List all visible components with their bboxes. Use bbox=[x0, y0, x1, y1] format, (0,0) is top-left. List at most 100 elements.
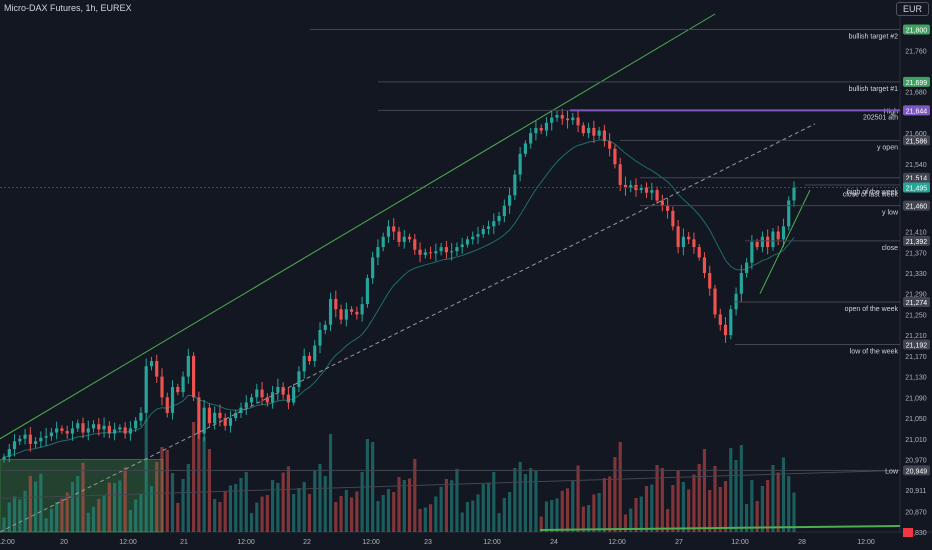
candle bbox=[739, 273, 743, 294]
channel-line bbox=[759, 189, 811, 294]
candle bbox=[602, 130, 606, 141]
volume-bar bbox=[634, 498, 638, 532]
candle bbox=[792, 187, 796, 201]
candle bbox=[160, 376, 164, 398]
volume-bar bbox=[592, 494, 596, 532]
candle bbox=[623, 184, 628, 188]
candle bbox=[97, 424, 101, 430]
currency-button[interactable]: EUR bbox=[895, 2, 929, 16]
volume-bar bbox=[223, 491, 227, 532]
candle bbox=[576, 117, 580, 126]
volume-bar bbox=[681, 482, 685, 532]
price-tag-label: 21,586 bbox=[906, 138, 928, 145]
volume-bar bbox=[55, 501, 59, 532]
volume-bar bbox=[97, 499, 101, 532]
candle bbox=[776, 231, 780, 240]
volume-bar bbox=[65, 492, 69, 532]
candle bbox=[745, 262, 749, 273]
volume-bar bbox=[139, 493, 143, 532]
volume-bar bbox=[739, 445, 743, 532]
volume-bar bbox=[7, 502, 11, 532]
candle bbox=[244, 402, 248, 408]
candle bbox=[581, 125, 585, 134]
candle bbox=[149, 361, 154, 367]
candle bbox=[334, 298, 338, 310]
volume-bar bbox=[718, 487, 722, 532]
candle bbox=[76, 423, 80, 429]
candle bbox=[355, 311, 359, 315]
candle bbox=[502, 205, 506, 217]
candle bbox=[313, 345, 317, 362]
volume-bar bbox=[713, 466, 717, 532]
candle bbox=[65, 430, 69, 434]
volume-bar bbox=[134, 499, 138, 532]
x-tick-label: 28 bbox=[798, 539, 806, 546]
candle bbox=[18, 438, 22, 442]
x-tick-label: 24 bbox=[550, 539, 558, 546]
volume-bar bbox=[376, 501, 380, 532]
volume-bar bbox=[392, 492, 396, 532]
volume-bar bbox=[518, 462, 522, 532]
candle bbox=[249, 397, 254, 403]
candle bbox=[523, 143, 527, 154]
candle bbox=[629, 184, 633, 188]
candle bbox=[34, 441, 38, 444]
volume-bar bbox=[565, 488, 570, 532]
x-tick-label: 12:00 bbox=[857, 539, 875, 546]
candle bbox=[28, 434, 32, 444]
volume-bar bbox=[755, 501, 759, 532]
volume-bar bbox=[529, 468, 533, 532]
volume-bar bbox=[597, 493, 601, 532]
volume-bar bbox=[402, 480, 406, 532]
volume-bar bbox=[476, 494, 480, 532]
candle bbox=[492, 221, 496, 227]
candle bbox=[170, 386, 175, 413]
x-tick-label: 12:00 bbox=[237, 539, 255, 546]
candle bbox=[671, 210, 675, 227]
candle bbox=[276, 386, 280, 393]
candle bbox=[202, 407, 206, 434]
y-tick-label: 21,540 bbox=[905, 162, 927, 169]
x-tick-label: 12:00 bbox=[483, 539, 501, 546]
volume-bar bbox=[560, 490, 564, 532]
candle bbox=[176, 386, 180, 393]
candle bbox=[697, 247, 701, 258]
volume-bar bbox=[655, 465, 659, 532]
price-tag-label: 21,392 bbox=[906, 239, 928, 246]
candle bbox=[102, 425, 106, 430]
candle bbox=[618, 164, 622, 185]
volume-bar bbox=[618, 442, 622, 532]
candle bbox=[60, 428, 64, 431]
candle bbox=[55, 428, 59, 433]
volume-bar bbox=[571, 480, 575, 532]
candle bbox=[660, 200, 664, 206]
volume-bar bbox=[381, 495, 385, 532]
volume-bar bbox=[60, 498, 64, 532]
candle bbox=[787, 200, 791, 227]
volume-bar bbox=[750, 480, 754, 532]
volume-bar bbox=[160, 447, 164, 532]
volume-bar bbox=[228, 485, 233, 532]
volume-bar bbox=[439, 486, 443, 532]
y-tick-label: 21,090 bbox=[905, 395, 927, 402]
candle bbox=[639, 187, 643, 191]
price-tag-label: 21,274 bbox=[906, 300, 928, 307]
candle bbox=[565, 118, 570, 121]
candle bbox=[766, 236, 770, 248]
volume-bar bbox=[660, 468, 664, 532]
candle bbox=[297, 371, 301, 387]
volume-bar bbox=[486, 482, 491, 532]
upper-trendline bbox=[0, 13, 716, 440]
candle bbox=[292, 386, 296, 403]
candle bbox=[81, 423, 85, 433]
volume-bar bbox=[587, 505, 591, 532]
candle bbox=[39, 437, 43, 442]
candle bbox=[681, 236, 685, 248]
candle bbox=[587, 127, 591, 134]
volume-bar bbox=[602, 478, 606, 532]
volume-bar bbox=[302, 482, 306, 532]
candle bbox=[407, 236, 412, 240]
candle bbox=[771, 231, 775, 248]
candle bbox=[113, 429, 117, 434]
